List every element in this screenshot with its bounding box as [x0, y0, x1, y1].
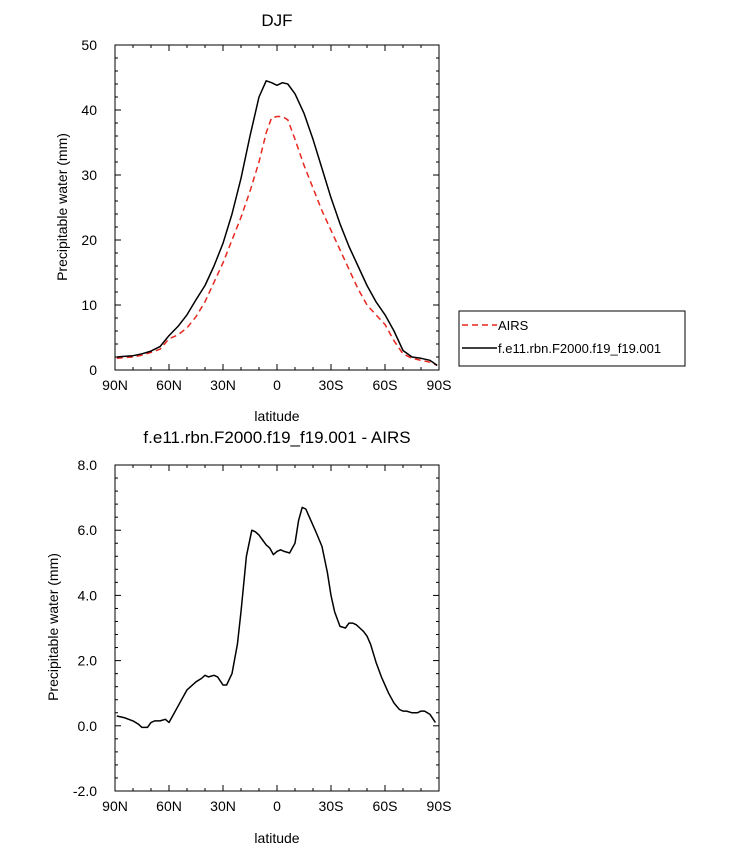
top-chart-panel: DJF 90N 60N 30N 0 30S 60S 90S 0 10 20 30 40 50 latit… — [54, 11, 451, 424]
legend-label-model: f.e11.rbn.F2000.f19_f19.001 — [498, 341, 661, 356]
bottom-x-tick-label: 30S — [319, 798, 344, 814]
top-x-axis-label: latitude — [254, 408, 299, 424]
legend: AIRS f.e11.rbn.F2000.f19_f19.001 — [458, 310, 686, 367]
top-x-tick-label: 0 — [273, 377, 281, 393]
bottom-x-tick-label: 90S — [427, 798, 452, 814]
top-y-tick-label: 20 — [81, 232, 97, 248]
top-plot-area: 90N 60N 30N 0 30S 60S 90S 0 10 20 30 40 50 — [81, 37, 451, 393]
top-series-line-0 — [116, 115, 438, 367]
top-plot-frame — [114, 44, 440, 371]
bottom-y-tick-label: 2.0 — [78, 653, 98, 669]
top-y-tick-label: 0 — [89, 362, 97, 378]
bottom-y-tick-label: 0.0 — [78, 718, 98, 734]
bottom-chart-title: f.e11.rbn.F2000.f19_f19.001 - AIRS — [143, 428, 410, 447]
top-x-tick-label: 90N — [102, 377, 128, 393]
top-chart-title: DJF — [261, 11, 292, 30]
top-series-line-1 — [116, 80, 438, 367]
top-y-tick-label: 30 — [81, 167, 97, 183]
top-y-axis-label: Precipitable water (mm) — [54, 133, 70, 281]
top-x-tick-label: 90S — [427, 377, 452, 393]
top-x-tick-label: 60N — [156, 377, 182, 393]
bottom-y-tick-label: 4.0 — [78, 587, 98, 603]
bottom-x-tick-label: 60S — [373, 798, 398, 814]
top-y-tick-label: 50 — [81, 37, 97, 53]
bottom-chart-panel: f.e11.rbn.F2000.f19_f19.001 - AIRS 90N 60… — [45, 428, 451, 846]
bottom-x-tick-label: 0 — [273, 798, 281, 814]
bottom-x-axis-label: latitude — [254, 830, 299, 846]
bottom-y-tick-label: -2.0 — [73, 783, 97, 799]
bottom-plot-area: 90N 60N 30N 0 30S 60S 90S -2.0 0.0 2.0 4.0 6.0 8.0 — [73, 457, 452, 814]
top-x-tick-label: 30N — [210, 377, 236, 393]
top-x-tick-label: 60S — [373, 377, 398, 393]
bottom-y-axis-label: Precipitable water (mm) — [45, 553, 61, 701]
top-x-tick-label: 30S — [319, 377, 344, 393]
legend-label-airs: AIRS — [498, 318, 529, 333]
bottom-x-tick-label: 90N — [102, 798, 128, 814]
legend-box — [458, 310, 686, 367]
bottom-plot-frame — [114, 464, 440, 792]
bottom-y-tick-label: 8.0 — [78, 457, 98, 473]
bottom-x-tick-label: 30N — [210, 798, 236, 814]
top-y-tick-label: 10 — [81, 297, 97, 313]
bottom-y-tick-label: 6.0 — [78, 522, 98, 538]
bottom-series-line-0 — [116, 506, 437, 729]
top-y-tick-label: 40 — [81, 102, 97, 118]
bottom-x-tick-label: 60N — [156, 798, 182, 814]
